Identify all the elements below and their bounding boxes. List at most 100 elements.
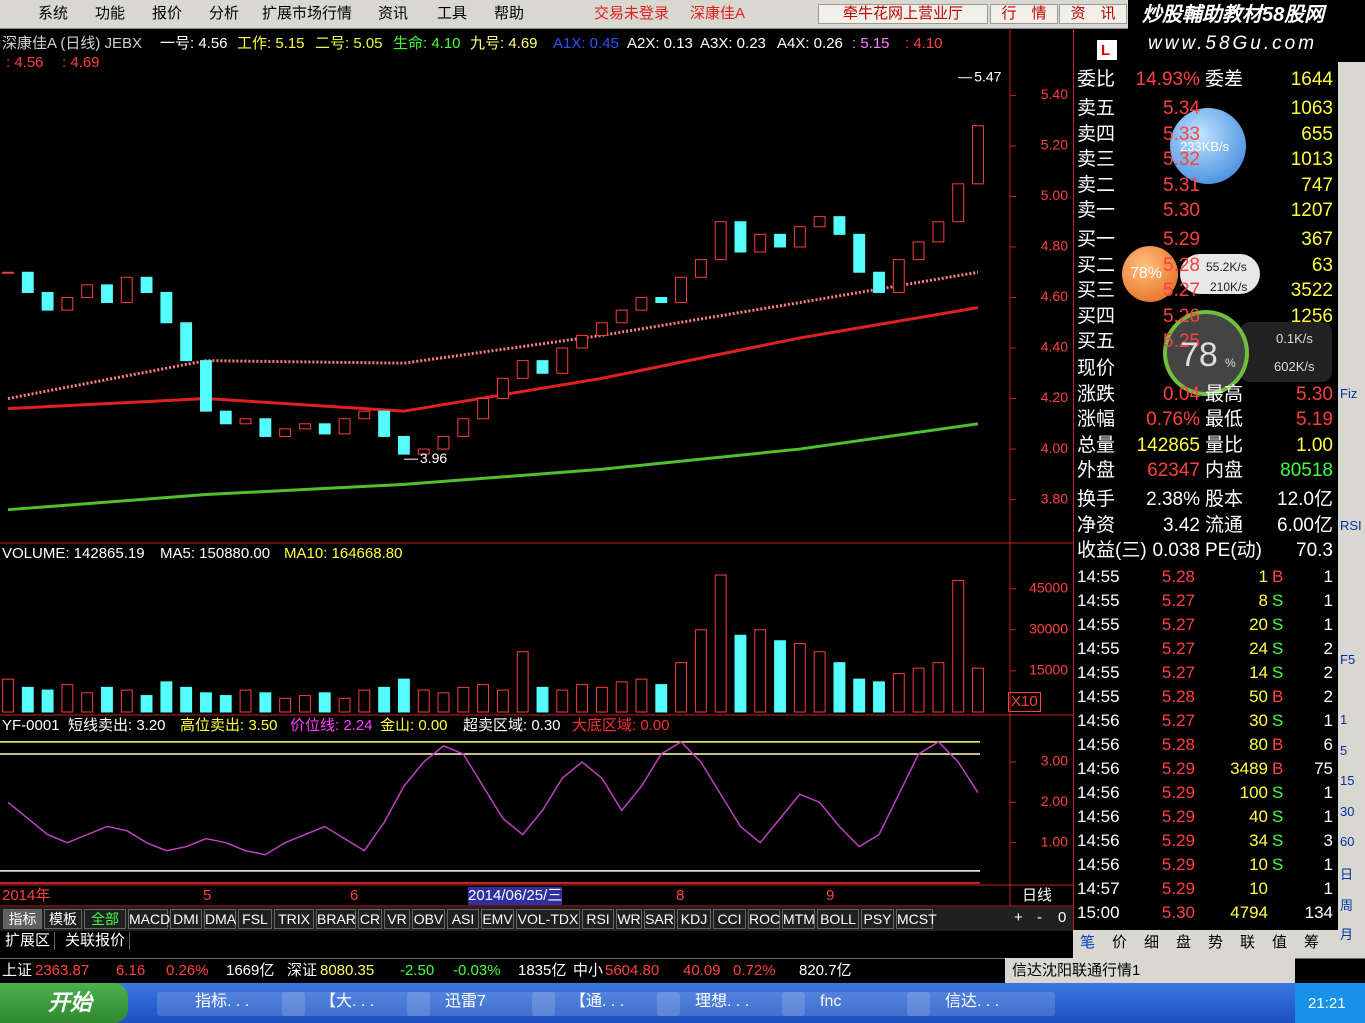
toolbar-button[interactable]: 月	[1340, 927, 1354, 942]
quote-value: 80518	[1280, 460, 1333, 482]
indicator-text: 短线卖出: 3.20	[68, 717, 166, 734]
menu-item[interactable]: 功能	[95, 5, 126, 22]
panel-tab[interactable]: 势	[1208, 934, 1224, 951]
menu-button[interactable]: 牵牛花网上营业厅	[818, 4, 988, 24]
toolbar-button[interactable]: 15	[1340, 773, 1355, 788]
toolbar-button[interactable]: 1	[1340, 712, 1348, 727]
menu-button[interactable]: 行 情	[990, 4, 1058, 24]
indicator-text: 二号: 5.05	[315, 35, 383, 52]
panel-tab[interactable]: 笔	[1080, 934, 1096, 951]
panel-tab[interactable]: 细	[1144, 934, 1160, 951]
toolbar-button[interactable]: 周	[1340, 898, 1354, 913]
panel-tab[interactable]: 值	[1272, 934, 1288, 951]
scale-button[interactable]: X10	[1008, 692, 1041, 712]
subtab[interactable]: 扩展区	[5, 932, 56, 950]
book-price: 5.29	[1163, 229, 1200, 250]
candle	[61, 297, 74, 311]
tab[interactable]: FSL	[238, 909, 272, 929]
candle	[219, 410, 232, 425]
tab[interactable]: SAR	[644, 909, 675, 929]
tab[interactable]: RSI	[582, 909, 614, 929]
task-item[interactable]: 【大. . .	[282, 992, 430, 1016]
quote-value: 2.38%	[1146, 489, 1200, 510]
trade-count: 75	[1314, 759, 1333, 778]
task-item[interactable]: 信达. . .	[907, 992, 1055, 1016]
tab[interactable]: WR	[616, 909, 642, 929]
tab[interactable]: OBV	[412, 909, 445, 929]
menu-button[interactable]: 资 讯	[1059, 4, 1127, 24]
tab-control[interactable]: -	[1037, 909, 1042, 926]
tab[interactable]: DMI	[170, 909, 202, 929]
status-text: 信达沈阳联通行情1	[1012, 962, 1141, 979]
candle	[952, 183, 965, 223]
y-tick-label: 3.80	[1041, 490, 1068, 506]
toolbar-button[interactable]: RSI	[1340, 518, 1362, 533]
tab[interactable]: 指标	[3, 909, 42, 929]
toolbar-button[interactable]: 5	[1340, 743, 1348, 758]
volume-bar	[892, 673, 905, 713]
tab[interactable]: VR	[384, 909, 410, 929]
task-item[interactable]: 指标. . .	[157, 992, 305, 1016]
menu-item[interactable]: 帮助	[494, 5, 525, 22]
cpu-widget[interactable]	[1122, 246, 1178, 302]
task-item[interactable]: fnc	[782, 992, 930, 1016]
volume-bar	[675, 662, 688, 713]
tab[interactable]: KDJ	[677, 909, 711, 929]
task-item[interactable]: 【通. . .	[532, 992, 680, 1016]
tab[interactable]: PSY	[861, 909, 894, 929]
menu-item[interactable]: 资讯	[378, 5, 409, 22]
tab[interactable]: ASI	[447, 909, 479, 929]
tab[interactable]: 全部	[84, 909, 126, 929]
tab[interactable]: MTM	[782, 909, 815, 929]
ring-widget[interactable]	[1163, 310, 1249, 396]
tab[interactable]: TRIX	[274, 909, 314, 929]
menu-item[interactable]: 系统	[38, 5, 69, 22]
tab-control[interactable]: 0	[1058, 909, 1067, 926]
panel-tab[interactable]: 联	[1240, 934, 1256, 951]
quote-label: 收益(三)	[1077, 540, 1147, 562]
candle	[378, 410, 391, 437]
subtab[interactable]: 关联报价	[65, 932, 131, 950]
tab[interactable]: EMV	[481, 909, 514, 929]
tab[interactable]: DMA	[204, 909, 237, 929]
tab[interactable]: BOLL	[817, 909, 859, 929]
tab[interactable]: VOL-TDX	[516, 909, 580, 929]
toolbar-button[interactable]: Fiz	[1340, 386, 1358, 401]
toolbar-button[interactable]: 日	[1340, 867, 1354, 882]
start-label[interactable]: 开始	[48, 990, 93, 1015]
status-text: 40.09	[683, 962, 721, 979]
tab[interactable]: CCI	[713, 909, 746, 929]
indicator-line	[7, 740, 979, 856]
panel-tab[interactable]: 价	[1112, 934, 1128, 951]
panel-tab[interactable]: 盘	[1176, 934, 1192, 951]
status-text: 8080.35	[320, 962, 375, 979]
indicator-text: A4X: 0.26	[777, 35, 843, 52]
toolbar-button[interactable]: 30	[1340, 804, 1355, 819]
book-price: 5.27	[1163, 280, 1200, 301]
toolbar-button[interactable]: F5	[1340, 652, 1356, 667]
start-button[interactable]	[0, 983, 128, 1023]
speed-widget[interactable]	[1170, 108, 1246, 184]
tab-control[interactable]: +	[1014, 909, 1023, 926]
menu-item[interactable]: 工具	[437, 5, 468, 22]
tray	[1295, 983, 1365, 1023]
tab[interactable]: 模板	[44, 909, 82, 929]
tab[interactable]: MCST	[896, 909, 937, 929]
task-item[interactable]: 理想. . .	[657, 992, 805, 1016]
book-label: 卖四	[1077, 123, 1116, 145]
trade-count: 134	[1304, 903, 1333, 922]
task-item[interactable]: 迅雷7	[407, 992, 555, 1016]
trade-time: 14:56	[1077, 759, 1120, 778]
tab[interactable]: ROC	[748, 909, 781, 929]
tab[interactable]: BRAR	[316, 909, 356, 929]
menu-item[interactable]: 扩展市场行情	[262, 5, 353, 22]
menu-item[interactable]: 分析	[209, 5, 240, 22]
quote-value: 5.19	[1296, 409, 1333, 431]
book-volume: 1013	[1290, 149, 1333, 170]
toolbar-button[interactable]: 60	[1340, 834, 1355, 849]
trade-price: 5.28	[1161, 735, 1195, 754]
tab[interactable]: CR	[358, 909, 382, 929]
menu-item[interactable]: 报价	[152, 5, 183, 22]
panel-tab[interactable]: 筹	[1304, 934, 1320, 951]
tab[interactable]: MACD	[128, 909, 171, 929]
